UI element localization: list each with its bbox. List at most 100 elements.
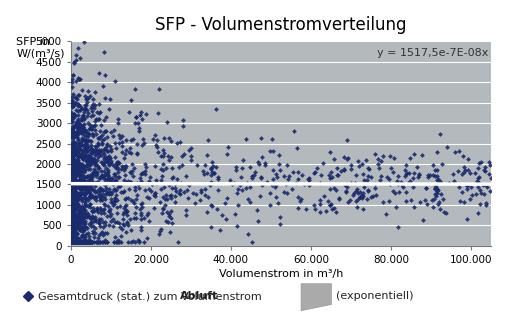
Point bbox=[208, 159, 216, 164]
Point bbox=[67, 175, 75, 180]
Point bbox=[157, 167, 165, 172]
Point bbox=[74, 108, 82, 113]
Point bbox=[113, 205, 121, 210]
Point bbox=[81, 93, 89, 99]
Point bbox=[83, 145, 91, 150]
Point bbox=[121, 204, 129, 209]
Point bbox=[484, 159, 492, 164]
Point bbox=[88, 133, 96, 138]
Point bbox=[432, 177, 440, 182]
Point bbox=[69, 197, 77, 203]
Point bbox=[68, 214, 76, 219]
Point bbox=[74, 239, 82, 244]
Point bbox=[79, 227, 87, 232]
Point bbox=[269, 149, 277, 154]
Point bbox=[129, 137, 137, 142]
Point bbox=[87, 182, 95, 188]
Point bbox=[70, 171, 78, 176]
Point bbox=[76, 178, 84, 183]
Point bbox=[82, 239, 90, 244]
Point bbox=[409, 204, 417, 209]
Point bbox=[243, 232, 251, 237]
Point bbox=[75, 239, 83, 244]
Point bbox=[108, 162, 116, 167]
Point bbox=[85, 239, 93, 244]
Point bbox=[233, 203, 241, 208]
Point bbox=[134, 129, 142, 134]
Point bbox=[68, 119, 76, 124]
Point bbox=[116, 183, 124, 189]
Point bbox=[161, 218, 169, 223]
Point bbox=[68, 239, 76, 244]
Point bbox=[97, 159, 105, 164]
Point bbox=[78, 136, 86, 141]
Point bbox=[199, 171, 207, 176]
Point bbox=[214, 176, 222, 182]
Point bbox=[84, 152, 92, 157]
Point bbox=[76, 165, 84, 170]
Point bbox=[82, 203, 90, 208]
Point bbox=[68, 133, 76, 138]
Point bbox=[134, 239, 142, 244]
Point bbox=[414, 172, 422, 177]
Point bbox=[389, 169, 397, 174]
Point bbox=[69, 160, 77, 165]
Point bbox=[91, 226, 99, 231]
Point bbox=[150, 190, 159, 196]
Point bbox=[214, 187, 222, 192]
Point bbox=[68, 85, 76, 90]
Point bbox=[67, 229, 75, 234]
Point bbox=[406, 178, 414, 183]
Point bbox=[91, 162, 99, 167]
Point bbox=[136, 225, 144, 230]
Point bbox=[101, 95, 109, 100]
Point bbox=[76, 239, 84, 244]
Point bbox=[94, 136, 102, 141]
Point bbox=[70, 181, 78, 186]
Point bbox=[463, 156, 471, 161]
Point bbox=[70, 199, 78, 204]
Point bbox=[76, 129, 84, 134]
Point bbox=[98, 173, 106, 178]
Point bbox=[69, 189, 77, 194]
Point bbox=[70, 141, 78, 146]
Point bbox=[70, 134, 78, 139]
Point bbox=[106, 160, 114, 166]
Point bbox=[408, 185, 416, 190]
Point bbox=[161, 196, 169, 201]
Point bbox=[69, 202, 77, 207]
Point bbox=[91, 160, 99, 165]
Point bbox=[325, 175, 333, 181]
Point bbox=[293, 145, 301, 151]
Point bbox=[77, 239, 85, 244]
Point bbox=[71, 190, 79, 196]
Point bbox=[117, 234, 125, 239]
Point bbox=[84, 239, 92, 244]
Point bbox=[73, 239, 81, 244]
Point bbox=[105, 178, 113, 183]
Point bbox=[74, 239, 82, 244]
Point bbox=[68, 180, 76, 185]
Point bbox=[106, 149, 114, 154]
Point bbox=[104, 157, 112, 162]
Point bbox=[191, 200, 199, 205]
Point bbox=[72, 149, 80, 154]
Point bbox=[68, 211, 76, 217]
Point bbox=[75, 167, 83, 172]
Point bbox=[134, 186, 142, 191]
Point bbox=[83, 113, 91, 118]
Point bbox=[85, 180, 93, 185]
Point bbox=[72, 58, 80, 63]
Point bbox=[76, 225, 84, 230]
Point bbox=[69, 190, 77, 196]
Point bbox=[122, 212, 130, 217]
Point bbox=[82, 239, 90, 244]
Point bbox=[70, 228, 78, 234]
Point bbox=[125, 150, 133, 155]
Point bbox=[100, 49, 108, 54]
Point bbox=[111, 220, 119, 225]
Point bbox=[70, 169, 78, 174]
Point bbox=[73, 230, 81, 235]
Point bbox=[401, 198, 409, 204]
Point bbox=[207, 169, 215, 174]
